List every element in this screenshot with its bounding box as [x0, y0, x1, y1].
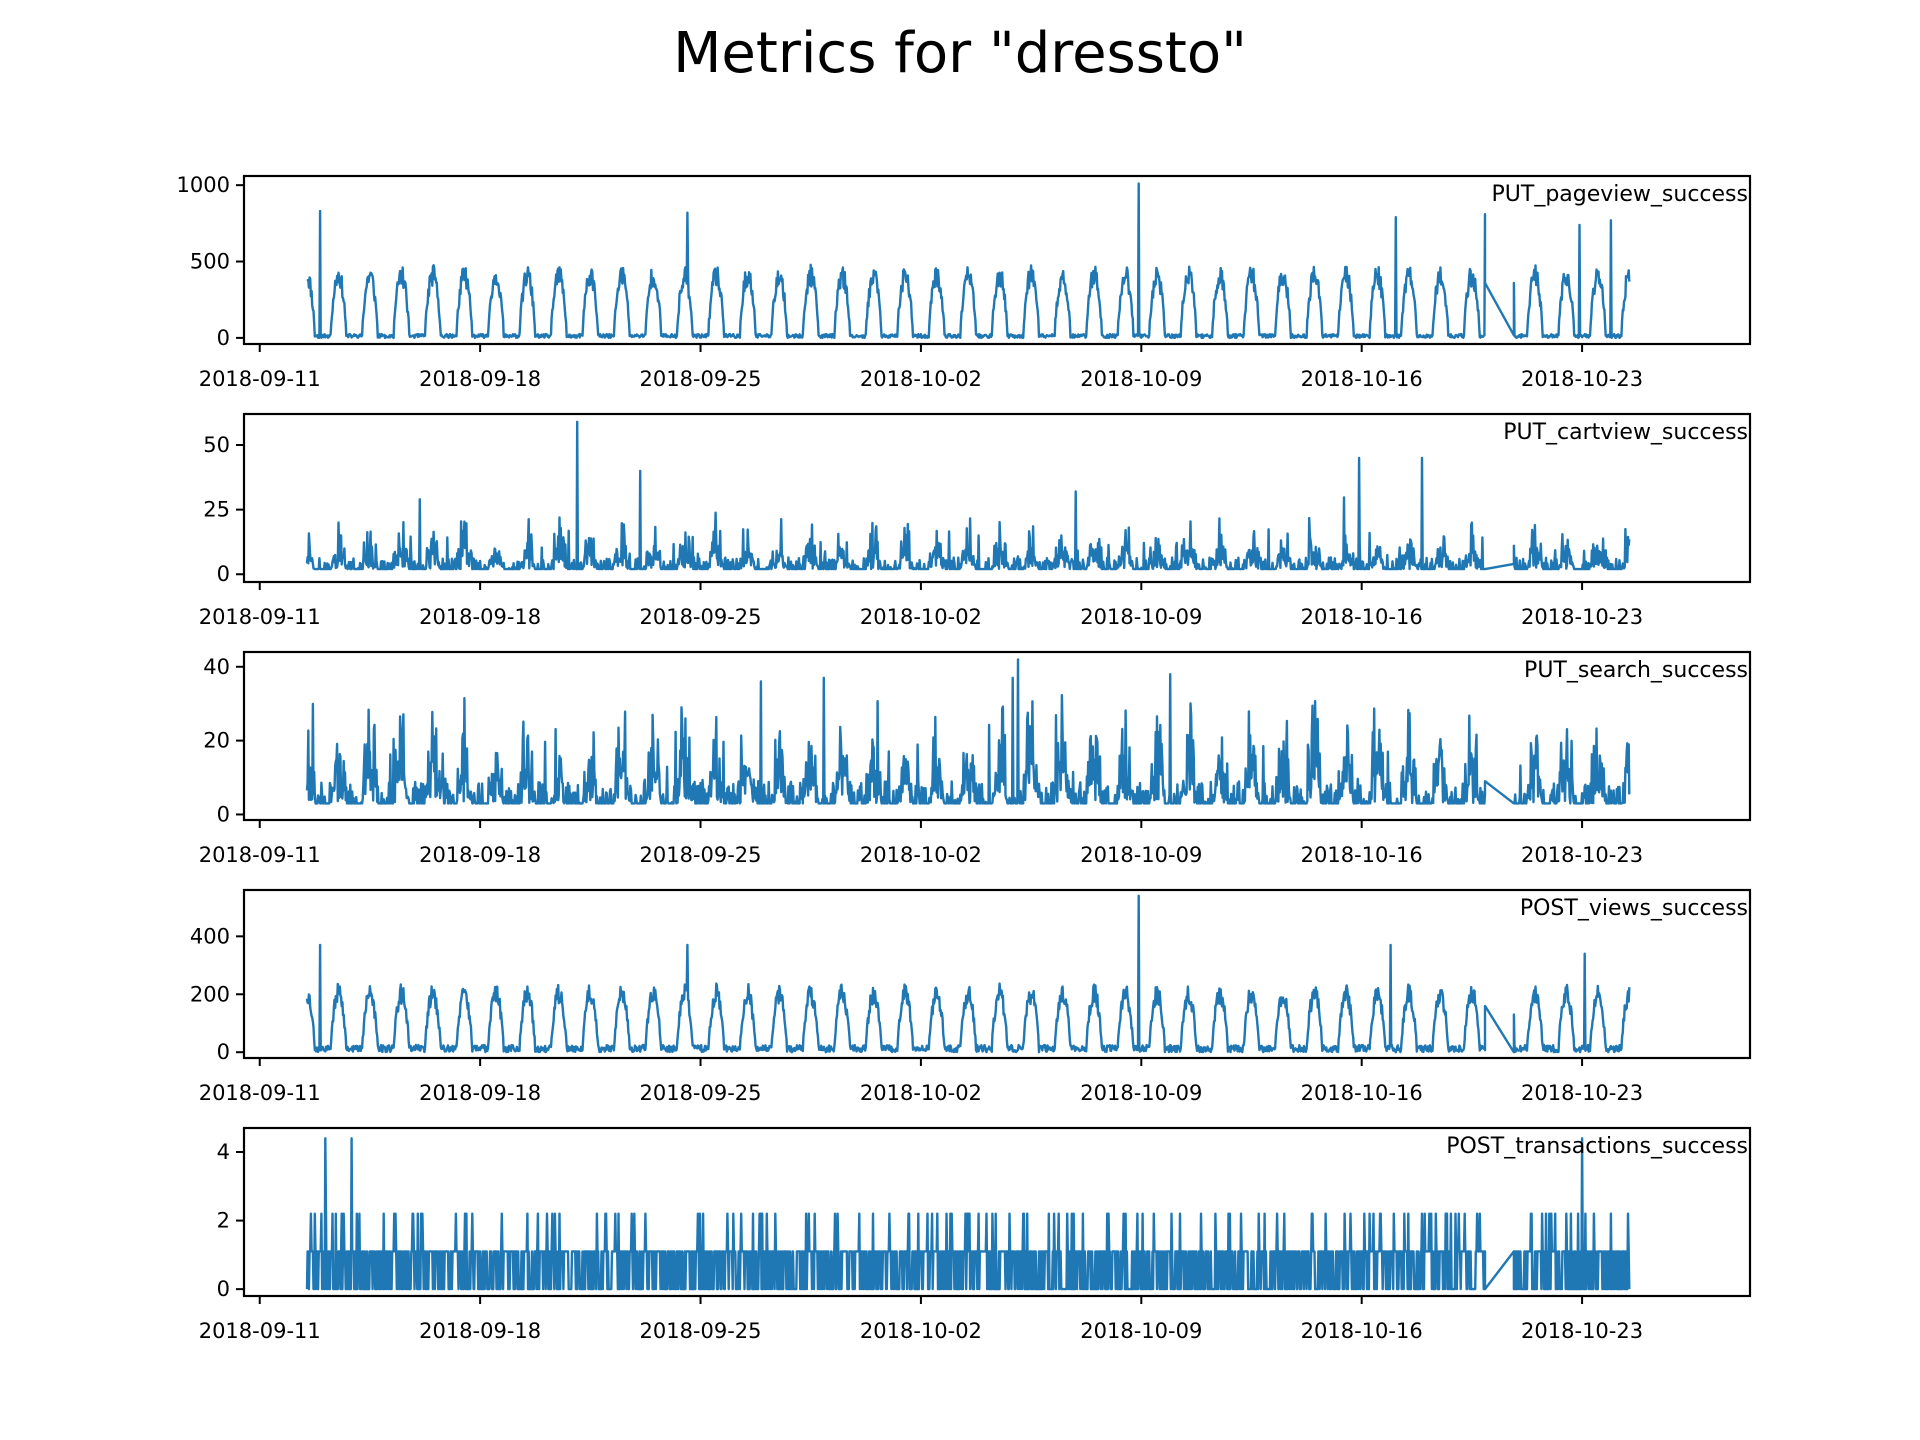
x-tick-label: 2018-10-16: [1301, 1319, 1423, 1343]
x-tick-label: 2018-09-25: [639, 1081, 761, 1105]
x-tick-label: 2018-10-02: [860, 1319, 982, 1343]
x-tick-label: 2018-09-25: [639, 605, 761, 629]
figure-title: Metrics for "dressto": [673, 21, 1247, 86]
x-tick-label: 2018-10-09: [1080, 367, 1202, 391]
y-tick-label: 0: [217, 1040, 230, 1064]
panel-PUT_pageview_success: 0 500 1000 2018-09-11 2018-09-18 2018-09-25 20…: [177, 173, 1752, 391]
series-line-PUT_search_success: [305, 658, 1631, 805]
series-line-POST_views_success: [305, 894, 1631, 1054]
x-tick-label: 2018-10-02: [860, 843, 982, 867]
plot-frame: [242, 412, 1752, 584]
x-tick-label: 2018-10-16: [1301, 367, 1423, 391]
x-tick-label: 2018-10-23: [1521, 1319, 1643, 1343]
x-tick-label: 2018-09-25: [639, 843, 761, 867]
x-tick-label: 2018-09-11: [199, 605, 321, 629]
y-tick-label: 0: [217, 802, 230, 826]
panel-POST_views_success: 0 200 400 2018-09-11 2018-09-18 2018-09-25 201…: [190, 888, 1752, 1105]
y-tick-label: 0: [217, 1277, 230, 1301]
x-tick-label: 2018-10-09: [1080, 843, 1202, 867]
x-tick-label: 2018-10-23: [1521, 843, 1643, 867]
series-line-POST_transactions_success: [305, 1137, 1631, 1291]
y-tick-label: 20: [203, 729, 230, 753]
panel-label: POST_views_success: [1520, 896, 1748, 921]
x-tick-label: 2018-10-02: [860, 605, 982, 629]
panel-PUT_cartview_success: 0 25 50 2018-09-11 2018-09-18 2018-09-25 2018-…: [199, 412, 1752, 629]
panel-POST_transactions_success: 0 2 4 2018-09-11 2018-09-18 2018-09-25 2018-10…: [199, 1126, 1752, 1343]
x-tick-label: 2018-10-02: [860, 367, 982, 391]
panel-label: PUT_search_success: [1524, 658, 1748, 683]
plot-frame: [242, 650, 1752, 822]
y-tick-label: 25: [203, 498, 230, 522]
x-tick-label: 2018-09-11: [199, 1319, 321, 1343]
x-tick-label: 2018-10-16: [1301, 605, 1423, 629]
y-tick-label: 2: [217, 1209, 230, 1233]
x-tick-label: 2018-10-23: [1521, 1081, 1643, 1105]
x-tick-label: 2018-09-11: [199, 843, 321, 867]
y-tick-label: 500: [190, 250, 230, 274]
plot-frame: [242, 1126, 1752, 1298]
x-tick-label: 2018-10-09: [1080, 1319, 1202, 1343]
y-tick-label: 50: [203, 433, 230, 457]
x-tick-label: 2018-09-18: [419, 605, 541, 629]
y-tick-label: 40: [203, 655, 230, 679]
panel-label: PUT_cartview_success: [1503, 420, 1748, 445]
x-tick-label: 2018-09-18: [419, 367, 541, 391]
y-tick-label: 4: [217, 1140, 230, 1164]
x-tick-label: 2018-09-18: [419, 843, 541, 867]
x-tick-label: 2018-10-09: [1080, 605, 1202, 629]
x-tick-label: 2018-09-25: [639, 367, 761, 391]
x-tick-label: 2018-09-18: [419, 1319, 541, 1343]
y-tick-label: 1000: [177, 173, 230, 197]
y-tick-label: 400: [190, 924, 230, 948]
x-tick-label: 2018-09-25: [639, 1319, 761, 1343]
x-tick-label: 2018-10-23: [1521, 605, 1643, 629]
plot-frame: [242, 888, 1752, 1060]
x-tick-label: 2018-09-18: [419, 1081, 541, 1105]
x-tick-label: 2018-09-11: [199, 367, 321, 391]
panel-label: POST_transactions_success: [1446, 1134, 1748, 1159]
x-tick-label: 2018-10-09: [1080, 1081, 1202, 1105]
x-tick-label: 2018-10-16: [1301, 1081, 1423, 1105]
y-tick-label: 0: [217, 562, 230, 586]
panel-PUT_search_success: 0 20 40 2018-09-11 2018-09-18 2018-09-25 2018-…: [199, 650, 1752, 867]
x-tick-label: 2018-10-02: [860, 1081, 982, 1105]
y-tick-label: 0: [217, 326, 230, 350]
series-line-PUT_cartview_success: [305, 420, 1631, 571]
series-line-PUT_pageview_success: [306, 182, 1631, 340]
x-tick-label: 2018-09-11: [199, 1081, 321, 1105]
x-tick-label: 2018-10-23: [1521, 367, 1643, 391]
x-tick-label: 2018-10-16: [1301, 843, 1423, 867]
y-tick-label: 200: [190, 982, 230, 1006]
plot-frame: [242, 174, 1752, 346]
panel-label: PUT_pageview_success: [1492, 182, 1748, 207]
